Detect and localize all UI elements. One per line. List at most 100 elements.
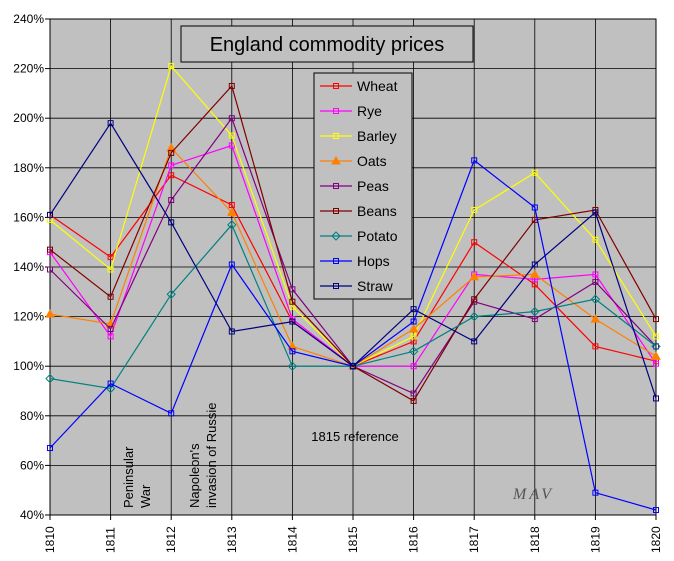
data-point-barley (168, 63, 175, 70)
y-tick-label: 60% (20, 458, 44, 472)
data-point-wheat (107, 254, 114, 261)
legend-item-beans: Beans (320, 203, 397, 219)
data-point-barley (228, 132, 235, 139)
data-point-oats (226, 207, 237, 216)
x-tick-label: 1812 (164, 526, 178, 553)
annotation-napoleon-line2: invasion of Russie (204, 403, 219, 509)
data-point-beans (47, 246, 53, 253)
data-point-hops (47, 445, 53, 452)
legend-label: Straw (357, 278, 394, 294)
data-point-rye (107, 333, 114, 340)
data-point-straw (653, 395, 659, 402)
x-tick-label: 1811 (104, 527, 118, 553)
y-tick-label: 80% (20, 409, 44, 423)
legend-item-potato: Potato (320, 228, 398, 244)
data-point-hops (410, 318, 417, 325)
y-tick-label: 140% (13, 260, 44, 274)
data-point-oats (590, 314, 601, 323)
data-point-potato (469, 311, 479, 322)
legend-swatch-marker (333, 83, 339, 89)
data-point-beans (410, 397, 417, 404)
legend-item-oats: Oats (320, 153, 387, 169)
data-point-straw (592, 209, 599, 216)
data-point-peas (228, 115, 235, 122)
y-tick-label: 40% (20, 508, 44, 522)
legend-label: Beans (357, 203, 397, 219)
data-point-oats (529, 269, 540, 278)
y-tick-label: 200% (13, 111, 44, 125)
data-point-straw (350, 363, 356, 370)
data-point-oats (469, 271, 480, 281)
x-tick-label: 1817 (467, 526, 481, 553)
data-point-beans (471, 296, 478, 303)
x-tick-label: 1810 (43, 526, 57, 553)
data-point-hops (107, 380, 114, 387)
x-tick-label: 1814 (285, 526, 299, 553)
data-point-hops (168, 410, 175, 417)
legend-swatch-marker (331, 155, 341, 165)
x-tick-label: 1820 (649, 526, 663, 553)
annotation-1815-reference: 1815 reference (311, 429, 398, 444)
y-axis-ticks: 40% 60% 80% 100% 120% 140% 160% 180% 200% 220% 240… (13, 12, 50, 522)
legend-label: Hops (357, 253, 390, 269)
y-tick-label: 220% (13, 62, 44, 76)
legend-item-hops: Hops (320, 253, 390, 269)
data-point-potato (287, 361, 298, 371)
data-point-peas (107, 326, 114, 332)
legend-swatch-marker (333, 258, 339, 264)
series-straw (47, 120, 659, 402)
annotation-peninsular-line1: Peninsular (121, 446, 136, 508)
data-point-straw (410, 306, 417, 313)
y-tick-label: 100% (13, 359, 44, 373)
data-point-potato (590, 294, 601, 304)
data-point-rye (168, 162, 175, 169)
data-point-oats (651, 351, 661, 360)
data-point-peas (47, 266, 53, 273)
data-point-peas (410, 390, 417, 397)
data-point-potato (166, 289, 176, 299)
data-point-rye (653, 360, 659, 367)
x-tick-label: 1816 (407, 526, 421, 553)
data-point-oats (408, 323, 419, 333)
legend-swatch-marker (333, 108, 339, 114)
x-tick-label: 1818 (528, 526, 542, 553)
data-point-potato (651, 341, 661, 352)
data-point-oats (166, 142, 177, 152)
data-point-straw (168, 219, 175, 226)
data-point-wheat (168, 172, 175, 179)
legend-item-straw: Straw (320, 278, 394, 294)
chart-title-box: England commodity prices (180, 25, 474, 63)
author-signature: MAV (512, 486, 554, 503)
data-point-beans (228, 82, 235, 89)
data-point-potato (408, 346, 419, 357)
data-point-oats (45, 309, 55, 318)
legend-label: Barley (357, 128, 397, 144)
legend-swatch-marker (331, 231, 341, 241)
y-tick-label: 160% (13, 210, 44, 224)
data-point-straw (228, 328, 235, 335)
data-point-straw (289, 318, 296, 325)
data-point-peas (289, 286, 296, 293)
data-point-rye (410, 363, 417, 370)
legend-swatch-marker (333, 208, 339, 214)
data-point-rye (592, 271, 599, 278)
data-point-straw (531, 261, 538, 268)
legend-item-wheat: Wheat (320, 78, 398, 94)
legend-label: Peas (357, 178, 389, 194)
y-tick-label: 180% (13, 161, 44, 175)
data-point-beans (653, 316, 659, 323)
series-line-straw (49, 122, 657, 399)
x-axis-ticks: 1810 1811 1812 1813 1814 1815 1816 1817 1818 1819… (43, 515, 663, 553)
data-point-barley (107, 266, 114, 273)
data-point-peas (653, 343, 659, 350)
data-point-rye (228, 142, 235, 149)
data-point-peas (531, 316, 538, 323)
data-point-straw (471, 338, 478, 345)
annotation-peninsular-war: Peninsular War (121, 446, 153, 508)
data-point-wheat (592, 343, 599, 350)
data-point-barley (653, 333, 659, 340)
data-point-peas (168, 197, 175, 204)
data-point-barley (410, 333, 417, 340)
data-point-beans (168, 149, 175, 156)
legend-item-peas: Peas (320, 178, 389, 194)
